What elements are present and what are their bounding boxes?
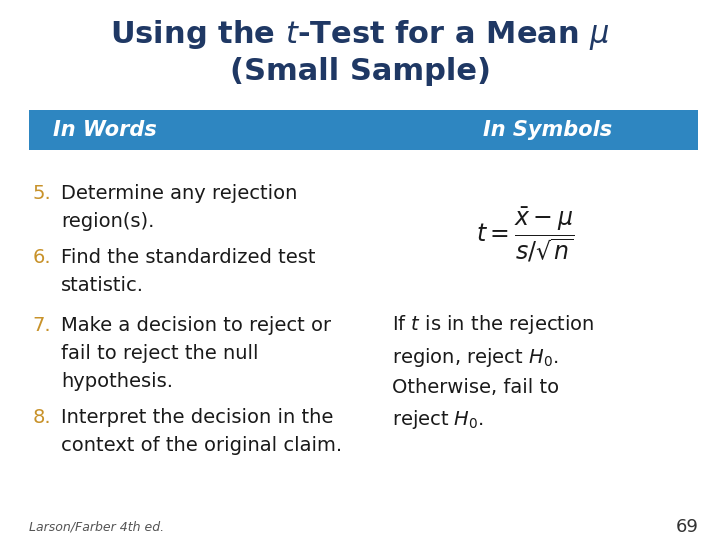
Text: Make a decision to reject or
fail to reject the null
hypothesis.: Make a decision to reject or fail to rej… (61, 316, 331, 391)
Text: If $t$ is in the rejection
region, reject $H_0$.
Otherwise, fail to
reject $H_0$: If $t$ is in the rejection region, rejec… (392, 313, 595, 430)
Text: 8.: 8. (32, 408, 51, 427)
Text: Larson/Farber 4th ed.: Larson/Farber 4th ed. (29, 520, 164, 533)
FancyBboxPatch shape (29, 110, 698, 150)
Text: Find the standardized test
statistic.: Find the standardized test statistic. (61, 248, 315, 295)
Text: Determine any rejection
region(s).: Determine any rejection region(s). (61, 184, 297, 231)
Text: 5.: 5. (32, 184, 51, 202)
Text: $t = \dfrac{\bar{x} - \mu}{s / \sqrt{n}}$: $t = \dfrac{\bar{x} - \mu}{s / \sqrt{n}}… (477, 206, 575, 264)
Text: In Symbols: In Symbols (482, 120, 612, 140)
Text: In Words: In Words (53, 120, 156, 140)
Text: Using the $\mathit{t}$-Test for a Mean $\mu$: Using the $\mathit{t}$-Test for a Mean $… (110, 18, 610, 52)
Text: 6.: 6. (32, 248, 51, 267)
Text: 7.: 7. (32, 316, 51, 335)
Text: Interpret the decision in the
context of the original claim.: Interpret the decision in the context of… (61, 408, 342, 455)
Text: (Small Sample): (Small Sample) (230, 57, 490, 86)
Text: 69: 69 (675, 517, 698, 536)
